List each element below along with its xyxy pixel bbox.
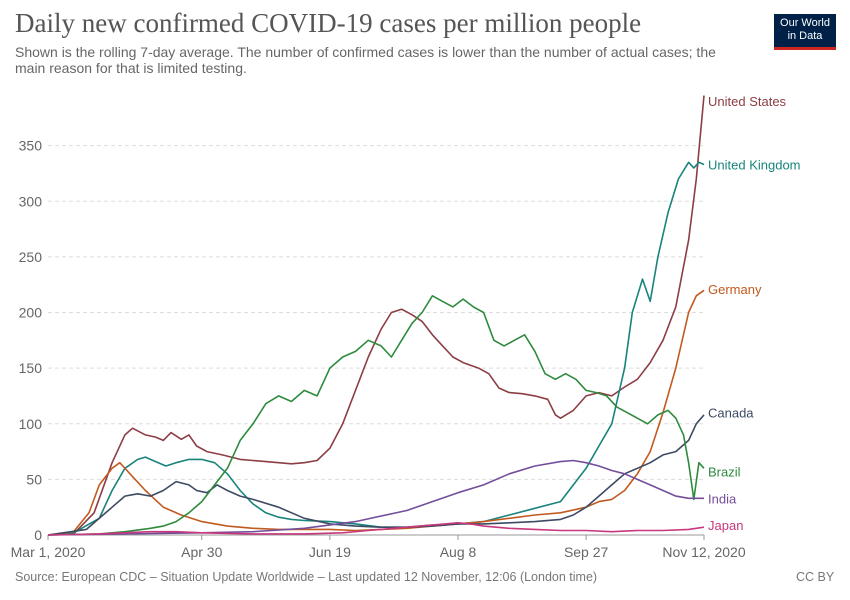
series-label-united-kingdom[interactable]: United Kingdom xyxy=(708,158,801,173)
grid xyxy=(48,145,704,536)
logo-line-1: Our World xyxy=(780,17,830,29)
y-tick-label: 100 xyxy=(19,416,43,432)
x-axis: Mar 1, 2020 Apr 30 Jun 19 Aug 8 Sep 27 Nov 12… xyxy=(11,535,746,560)
x-tick-label: Jun 19 xyxy=(309,544,351,560)
y-tick-label: 150 xyxy=(19,360,43,376)
series-line-india[interactable] xyxy=(47,459,704,536)
y-tick-label: 0 xyxy=(34,527,42,543)
y-tick-label: 50 xyxy=(26,471,42,487)
x-tick-label: Sep 27 xyxy=(564,544,609,560)
series-label-germany[interactable]: Germany xyxy=(708,282,762,297)
series-lines xyxy=(47,95,705,536)
series-line-japan[interactable] xyxy=(47,522,705,536)
x-tick-label: Mar 1, 2020 xyxy=(11,544,86,560)
series-label-india[interactable]: India xyxy=(708,491,737,506)
chart-title: Daily new confirmed COVID-19 cases per m… xyxy=(15,8,642,38)
logo-line-2: in Data xyxy=(787,30,823,42)
source-note: Source: European CDC – Situation Update … xyxy=(15,570,598,584)
x-tick-label: Nov 12, 2020 xyxy=(662,544,745,560)
y-axis: 0 50 100 150 200 250 300 350 xyxy=(19,138,43,543)
series-label-brazil[interactable]: Brazil xyxy=(708,465,741,480)
license-link[interactable]: CC BY xyxy=(796,570,835,584)
y-tick-label: 200 xyxy=(19,305,43,321)
series-line-canada[interactable] xyxy=(47,414,705,536)
series-line-germany[interactable] xyxy=(47,289,705,536)
series-label-canada[interactable]: Canada xyxy=(708,406,754,421)
series-line-united-kingdom[interactable] xyxy=(47,161,705,536)
series-label-japan[interactable]: Japan xyxy=(708,518,743,533)
x-tick-label: Aug 8 xyxy=(440,544,477,560)
series-labels: United States United Kingdom Germany Canada… xyxy=(708,94,801,533)
x-tick-label: Apr 30 xyxy=(181,544,222,560)
chart-subtitle: Shown is the rolling 7-day average. The … xyxy=(15,44,716,76)
owid-logo[interactable]: Our World in Data xyxy=(774,14,836,50)
y-tick-label: 250 xyxy=(19,249,43,265)
series-label-united-states[interactable]: United States xyxy=(708,94,787,109)
y-tick-label: 350 xyxy=(19,138,43,154)
series-line-brazil[interactable] xyxy=(47,295,705,536)
y-tick-label: 300 xyxy=(19,193,43,209)
